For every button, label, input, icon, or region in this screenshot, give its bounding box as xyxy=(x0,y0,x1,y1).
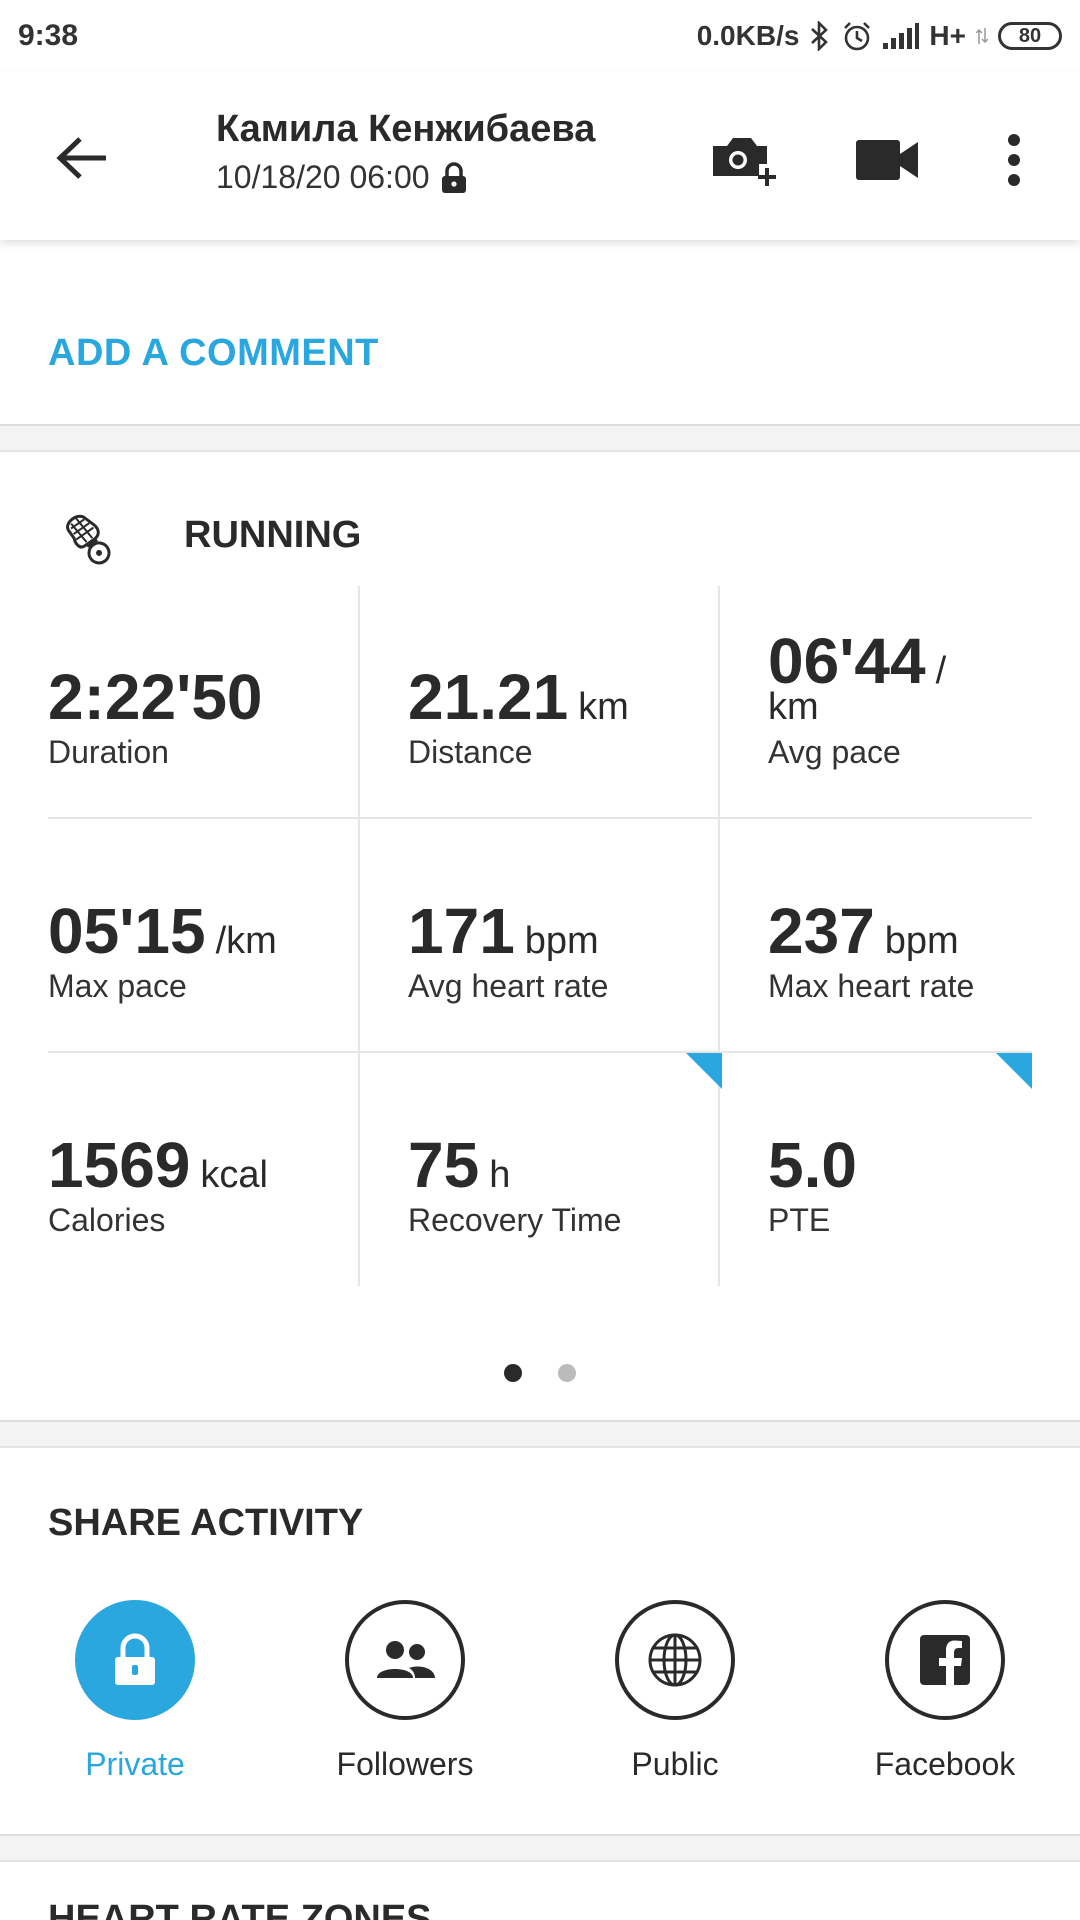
activity-datetime: 10/18/20 06:00 xyxy=(216,159,430,195)
lock-icon xyxy=(441,161,466,193)
info-corner-marker[interactable] xyxy=(686,1053,722,1089)
stat-unit: bpm xyxy=(884,920,959,962)
page-dot[interactable] xyxy=(558,1364,576,1382)
share-option-followers[interactable]: Followers xyxy=(285,1600,525,1783)
grid-divider xyxy=(358,586,360,1286)
info-corner-marker[interactable] xyxy=(996,1053,1032,1089)
back-button[interactable] xyxy=(46,122,118,194)
data-arrows-icon xyxy=(976,26,988,46)
globe-icon xyxy=(648,1633,702,1687)
user-name: Камила Кенжибаева xyxy=(216,108,596,150)
page-dot-active[interactable] xyxy=(504,1364,522,1382)
alarm-icon xyxy=(841,20,873,52)
share-activity-section: SHARE ACTIVITY Private Followers Public … xyxy=(0,1446,1080,1836)
share-option-label: Public xyxy=(631,1746,719,1782)
share-public-circle[interactable] xyxy=(615,1600,735,1720)
facebook-icon xyxy=(920,1635,970,1685)
stat-unit: bpm xyxy=(524,920,599,962)
app-bar: Камила Кенжибаева 10/18/20 06:00 xyxy=(0,72,1080,240)
stat-avg-heart-rate: 171 bpm Avg heart rate xyxy=(408,820,736,1054)
battery-icon: 80 xyxy=(998,22,1062,50)
status-bar: 9:38 0.0KB/s H+ 80 xyxy=(0,0,1080,72)
activity-summary-card: RUNNING 2:22'50 Duration 21.21 km Distanc… xyxy=(0,450,1080,1422)
stat-unit: /km xyxy=(215,920,277,962)
stat-unit: km xyxy=(768,686,819,728)
stat-distance: 21.21 km Distance xyxy=(408,586,736,820)
share-option-label: Private xyxy=(85,1746,185,1782)
stat-calories: 1569 kcal Calories xyxy=(48,1054,376,1288)
running-shoe-icon xyxy=(66,514,111,565)
share-title: SHARE ACTIVITY xyxy=(48,1502,364,1544)
heart-rate-zones-section: HEART RATE ZONES xyxy=(0,1860,1080,1920)
people-icon xyxy=(377,1641,435,1678)
page-indicator xyxy=(0,1364,1080,1382)
share-option-label: Followers xyxy=(336,1746,474,1782)
activity-type: RUNNING xyxy=(184,513,362,556)
stat-avg-pace: 06'44/ km Avg pace xyxy=(768,586,1080,820)
add-photo-button[interactable] xyxy=(708,124,780,196)
stat-value: 21.21 xyxy=(408,661,569,733)
stat-unit: h xyxy=(489,1154,511,1196)
share-private-circle[interactable] xyxy=(75,1600,195,1720)
activity-datetime-line: 10/18/20 06:00 xyxy=(216,159,595,196)
grid-divider xyxy=(48,817,1032,819)
stat-label: Max heart rate xyxy=(768,968,975,1004)
share-option-private[interactable]: Private xyxy=(15,1600,255,1783)
stat-value: 5.0 xyxy=(768,1129,857,1201)
section-title: HEART RATE ZONES xyxy=(48,1898,432,1920)
stat-unit: kcal xyxy=(200,1154,268,1196)
back-arrow-icon xyxy=(56,137,106,179)
signal-icon xyxy=(883,23,920,49)
stat-label: Distance xyxy=(408,734,533,770)
stat-value: 05'15 xyxy=(48,895,206,967)
stat-max-pace: 05'15/km Max pace xyxy=(48,820,376,1054)
grid-divider xyxy=(718,586,720,1286)
title-block: Камила Кенжибаева 10/18/20 06:00 xyxy=(216,108,595,196)
stat-label: Duration xyxy=(48,734,169,770)
status-time: 9:38 xyxy=(18,19,79,52)
share-facebook-circle[interactable] xyxy=(885,1600,1005,1720)
stat-value: 2:22'50 xyxy=(48,661,263,733)
stat-value: 06'44 xyxy=(768,625,926,697)
add-photo-icon xyxy=(713,138,776,186)
stat-label: Calories xyxy=(48,1202,166,1238)
stats-grid: 2:22'50 Duration 21.21 km Distance 06'44/… xyxy=(48,586,1032,1286)
stat-recovery-time[interactable]: 75 h Recovery Time xyxy=(408,1054,736,1288)
bluetooth-icon xyxy=(809,21,831,51)
share-option-public[interactable]: Public xyxy=(555,1600,795,1783)
stat-value: 1569 xyxy=(48,1129,191,1201)
more-vert-icon xyxy=(1008,134,1020,186)
stat-label: Recovery Time xyxy=(408,1202,622,1238)
lock-icon xyxy=(115,1633,155,1685)
stat-value: 75 xyxy=(408,1129,480,1201)
network-type: H+ xyxy=(929,20,966,51)
stat-value: 171 xyxy=(408,895,515,967)
stat-label: Max pace xyxy=(48,968,187,1004)
activity-header: RUNNING xyxy=(62,504,361,566)
video-camera-icon xyxy=(856,140,918,180)
more-options-button[interactable] xyxy=(978,124,1050,196)
share-followers-circle[interactable] xyxy=(345,1600,465,1720)
grid-divider xyxy=(48,1051,1032,1053)
stat-label: PTE xyxy=(768,1202,831,1238)
add-comment-button[interactable]: ADD A COMMENT xyxy=(48,332,379,374)
stat-pte[interactable]: 5.0 PTE xyxy=(768,1054,1080,1288)
add-video-button[interactable] xyxy=(852,124,924,196)
stat-value: 237 xyxy=(768,895,875,967)
net-speed: 0.0KB/s xyxy=(696,20,800,51)
share-option-label: Facebook xyxy=(874,1746,1016,1782)
stat-label: Avg heart rate xyxy=(408,968,609,1004)
stat-unit: km xyxy=(578,686,629,728)
status-icons: 0.0KB/s H+ 80 xyxy=(697,20,1062,52)
stat-duration: 2:22'50 Duration xyxy=(48,586,376,820)
stat-label: Avg pace xyxy=(768,734,901,770)
stat-max-heart-rate: 237 bpm Max heart rate xyxy=(768,820,1080,1054)
battery-level: 80 xyxy=(1018,24,1042,47)
comment-section: ADD A COMMENT xyxy=(0,240,1080,426)
stat-unit: / xyxy=(935,650,947,692)
share-option-facebook[interactable]: Facebook xyxy=(825,1600,1065,1783)
